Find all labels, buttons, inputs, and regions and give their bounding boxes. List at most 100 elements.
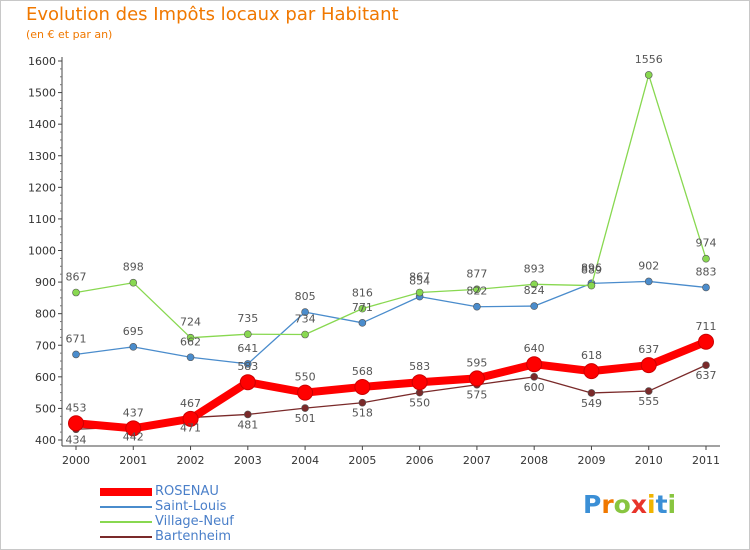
data-point-saint-louis <box>358 319 367 327</box>
legend-item-village-neuf: Village-Neuf <box>100 514 320 529</box>
data-label-village-neuf: 867 <box>409 271 430 284</box>
data-label-rosenau: 618 <box>581 349 602 362</box>
data-label-rosenau: 711 <box>696 320 717 333</box>
data-point-village-neuf <box>473 285 481 294</box>
data-point-rosenau <box>468 370 485 387</box>
data-point-village-neuf <box>530 280 538 289</box>
data-point-rosenau <box>698 333 714 350</box>
data-label-village-neuf: 898 <box>123 261 144 274</box>
x-tick-label: 2005 <box>348 454 376 467</box>
x-tick-label: 2008 <box>520 454 548 467</box>
data-label-village-neuf: 974 <box>696 237 717 250</box>
y-tick-label: 1000 <box>28 245 56 258</box>
data-label-village-neuf: 889 <box>581 264 602 277</box>
legend-swatch <box>100 536 152 538</box>
y-tick-label: 1100 <box>28 213 56 226</box>
data-point-village-neuf <box>244 330 252 338</box>
data-label-rosenau: 583 <box>237 360 258 373</box>
data-point-village-neuf <box>644 71 653 79</box>
data-point-saint-louis <box>72 350 80 359</box>
data-point-bartenheim <box>301 404 309 412</box>
data-label-bartenheim: 549 <box>581 397 602 410</box>
data-point-rosenau <box>526 356 543 373</box>
y-tick-label: 800 <box>35 308 56 321</box>
data-label-bartenheim: 471 <box>180 422 201 435</box>
data-point-rosenau <box>182 410 199 427</box>
data-point-saint-louis <box>186 353 195 362</box>
legend-swatch <box>100 521 152 523</box>
data-point-bartenheim <box>244 410 252 419</box>
data-label-saint-louis: 695 <box>123 325 144 338</box>
y-tick-label: 600 <box>35 371 56 384</box>
data-point-rosenau <box>354 378 371 395</box>
legend-item-saint-louis: Saint-Louis <box>100 499 320 514</box>
data-label-saint-louis: 824 <box>524 284 545 297</box>
x-tick-label: 2004 <box>291 454 319 467</box>
logo-letter: i <box>647 490 656 519</box>
y-tick-label: 900 <box>35 276 56 289</box>
data-label-saint-louis: 822 <box>466 285 487 298</box>
data-point-village-neuf <box>186 333 195 342</box>
data-label-rosenau: 550 <box>295 371 316 384</box>
y-tick-label: 1600 <box>28 55 56 68</box>
data-label-village-neuf: 816 <box>352 287 373 300</box>
data-label-saint-louis: 896 <box>581 261 602 274</box>
data-label-saint-louis: 854 <box>409 275 430 288</box>
legend: ROSENAU Saint-Louis Village-Neuf Bartenheim <box>100 484 320 544</box>
x-tick-label: 2003 <box>234 454 262 467</box>
data-label-rosenau: 453 <box>66 401 87 414</box>
data-label-village-neuf: 867 <box>66 271 87 284</box>
x-tick-label: 2007 <box>463 454 491 467</box>
series-line-village-neuf <box>75 74 707 339</box>
data-label-saint-louis: 671 <box>66 332 87 345</box>
data-label-saint-louis: 902 <box>638 259 659 272</box>
data-label-village-neuf: 734 <box>295 313 316 326</box>
data-point-rosenau <box>411 374 428 391</box>
data-label-bartenheim: 600 <box>524 381 545 394</box>
data-point-village-neuf <box>415 288 424 297</box>
legend-swatch <box>100 488 152 496</box>
x-tick-label: 2010 <box>635 454 663 467</box>
data-point-village-neuf <box>358 304 367 313</box>
y-tick-label: 700 <box>35 339 56 352</box>
data-point-rosenau <box>68 415 84 432</box>
data-label-rosenau: 437 <box>123 406 144 419</box>
data-point-village-neuf <box>72 288 80 297</box>
line-chart: 400 500 600 700 800 900 1000 1100 1200 1300 1400 15… <box>28 53 720 467</box>
chart-title: Evolution des Impôts locaux par Habitant <box>26 4 399 25</box>
chart-subtitle: (en € et par an) <box>26 28 113 41</box>
data-point-village-neuf <box>301 330 309 339</box>
y-tick-label: 1500 <box>28 87 56 100</box>
legend-item-bartenheim: Bartenheim <box>100 529 320 544</box>
data-point-rosenau <box>125 420 142 437</box>
data-label-bartenheim: 481 <box>237 418 258 431</box>
series-line-rosenau <box>75 338 708 433</box>
data-point-village-neuf <box>702 254 710 263</box>
x-tick-label: 2000 <box>62 454 90 467</box>
y-tick-label: 400 <box>35 434 56 447</box>
data-label-village-neuf: 877 <box>466 267 487 280</box>
data-point-rosenau <box>640 357 657 374</box>
data-label-rosenau: 595 <box>466 356 487 369</box>
legend-label: Saint-Louis <box>155 499 227 514</box>
data-point-village-neuf <box>129 278 138 287</box>
data-label-village-neuf: 1556 <box>635 53 663 66</box>
data-point-saint-louis <box>301 308 309 316</box>
data-label-village-neuf: 724 <box>180 316 201 329</box>
x-tick-label: 2002 <box>177 454 205 467</box>
data-point-rosenau <box>239 374 256 391</box>
data-label-rosenau: 568 <box>352 365 373 378</box>
y-tick-label: 1200 <box>28 181 56 194</box>
data-point-saint-louis <box>129 343 138 351</box>
data-label-saint-louis: 641 <box>237 342 258 355</box>
data-point-bartenheim <box>358 398 367 407</box>
data-label-bartenheim: 555 <box>638 395 659 408</box>
data-label-village-neuf: 893 <box>524 262 545 275</box>
data-label-bartenheim: 434 <box>66 433 87 446</box>
data-point-bartenheim <box>702 361 710 369</box>
data-point-village-neuf <box>587 281 596 290</box>
data-point-rosenau <box>297 384 314 401</box>
data-point-saint-louis <box>644 277 653 286</box>
data-label-village-neuf: 735 <box>237 312 258 325</box>
